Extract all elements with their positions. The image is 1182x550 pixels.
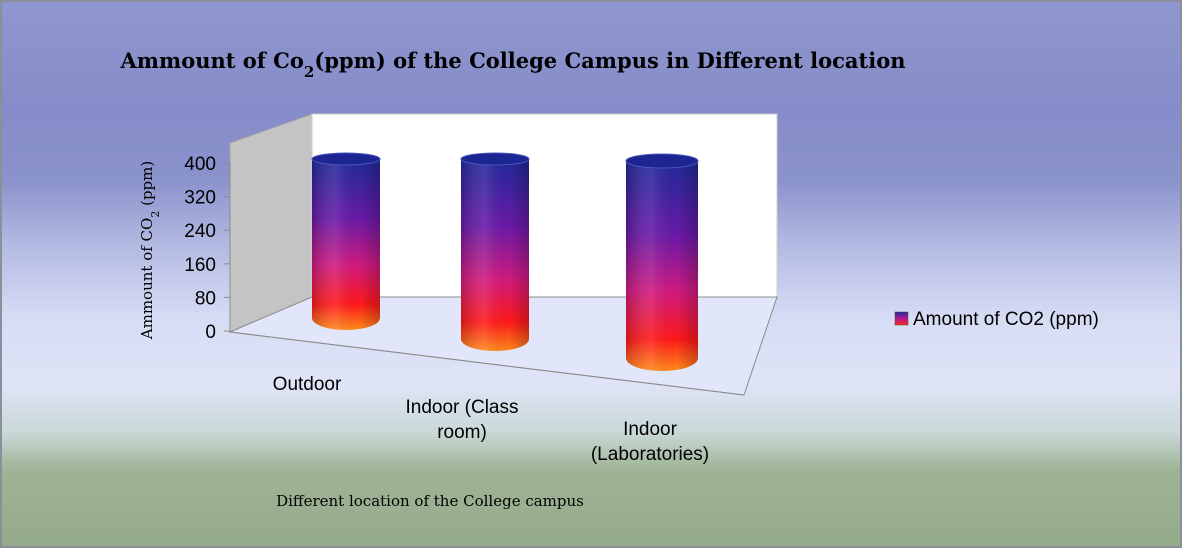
chart-title: Ammount of Co2(ppm) of the College Campu… — [120, 48, 906, 81]
x-axis-title: Different location of the College campus — [276, 492, 584, 510]
floor-front-edge — [229, 331, 745, 396]
y-axis: 0 80 160 240 320 400 — [184, 154, 231, 343]
category-label: room) — [437, 422, 487, 443]
x-axis: Outdoor Indoor (Class room) Indoor (Laborato… — [273, 374, 709, 465]
category-label: Outdoor — [273, 374, 342, 395]
y-axis-title: Ammount of CO2 (ppm) — [138, 161, 162, 340]
category-label: Indoor — [623, 419, 678, 440]
bar-top-cap — [460, 152, 530, 166]
y-tick-label: 320 — [184, 188, 216, 209]
category-label: Indoor (Class — [406, 397, 519, 418]
bar-1 — [311, 152, 381, 330]
y-tick-label: 160 — [184, 255, 216, 276]
legend-swatch — [894, 311, 909, 326]
bars-group — [311, 152, 699, 371]
y-tick-label: 80 — [195, 288, 216, 309]
back-wall — [311, 113, 778, 298]
y-tick-label: 240 — [184, 221, 216, 242]
bar-shading — [312, 159, 380, 330]
legend: Amount of CO2 (ppm) — [894, 309, 1099, 330]
bar-2 — [460, 152, 530, 351]
legend-label: Amount of CO2 (ppm) — [913, 309, 1099, 330]
side-wall — [229, 113, 313, 333]
category-label: (Laboratories) — [591, 444, 709, 465]
bar-top-cap — [625, 153, 699, 169]
bar-shading — [461, 159, 529, 351]
y-tick-label: 0 — [205, 322, 216, 343]
y-tick-label: 400 — [184, 154, 216, 175]
bar-shading — [626, 161, 698, 371]
bar-top-cap — [311, 152, 381, 166]
bar-3 — [625, 153, 699, 371]
